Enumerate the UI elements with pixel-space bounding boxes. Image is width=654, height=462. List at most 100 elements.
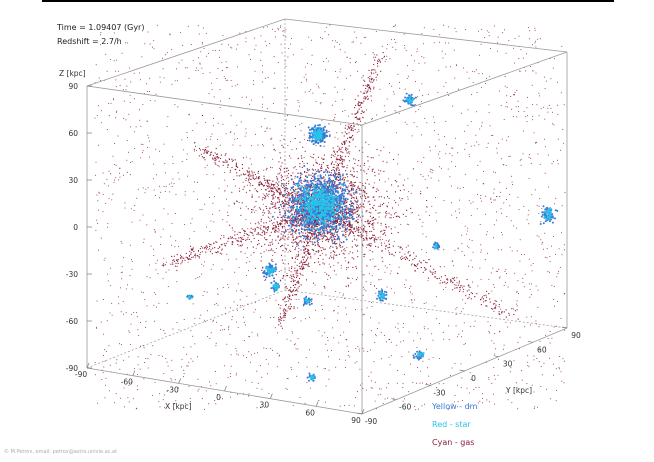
gas-particle [334,299,336,301]
gas-particle [227,283,229,285]
gas-particle [144,326,146,328]
gas-particle [115,111,117,113]
gas-particle [280,193,282,195]
gas-particle [354,185,356,187]
gas-particle [298,242,300,244]
gas-particle [503,344,505,346]
gas-particle [438,277,441,279]
gas-particle [339,243,341,245]
gas-particle [355,159,357,161]
gas-particle [186,353,188,355]
gas-particle [261,199,264,201]
gas-particle [236,124,238,126]
gas-particle [146,120,148,122]
gas-particle [551,245,552,247]
gas-particle [371,301,373,303]
gas-particle [305,175,307,177]
gas-particle [183,319,185,320]
gas-particle [255,200,257,203]
gas-particle [164,172,166,174]
gas-particle [142,345,144,347]
gas-particle [340,224,342,226]
gas-particle [351,240,353,242]
gas-particle [385,244,387,246]
gas-particle [501,158,503,160]
gas-particle [321,233,324,235]
gas-particle [123,359,125,361]
gas-particle [312,233,314,235]
gas-particle [419,218,421,220]
gas-particle [272,194,274,196]
gas-particle [356,207,358,209]
gas-particle [426,312,428,314]
gas-particle [116,359,118,361]
gas-particle [119,343,120,345]
gas-particle [515,106,517,108]
gas-particle [470,215,472,217]
gas-particle [221,398,223,400]
gas-particle [353,227,355,229]
gas-particle [283,168,285,170]
gas-particle [237,283,239,285]
gas-particle [365,141,367,143]
gas-particle [535,285,537,287]
gas-particle [176,80,178,82]
gas-particle [434,276,436,278]
gas-particle [260,252,262,254]
gas-particle [394,191,397,193]
gas-particle [169,34,171,36]
gas-particle [317,251,319,253]
gas-particle [248,167,250,169]
gas-particle [236,353,238,355]
gas-particle [374,400,376,402]
gas-particle [343,230,345,232]
gas-particle [420,267,422,269]
gas-particle [192,60,194,62]
gas-particle [337,319,339,321]
gas-particle [306,382,308,384]
gas-particle [381,288,383,290]
gas-particle [363,253,365,255]
gas-particle [404,258,407,260]
gas-particle [387,44,388,46]
gas-particle [163,330,165,331]
gas-particle [281,259,283,261]
gas-particle [334,40,336,42]
gas-particle [421,382,423,384]
gas-particle [186,67,188,69]
gas-particle [310,39,312,41]
gas-particle [219,89,221,90]
gas-particle [299,224,301,226]
gas-particle [353,405,355,407]
gas-particle [220,325,222,326]
gas-particle [385,341,387,343]
gas-particle [313,231,315,233]
gas-particle [272,103,274,104]
gas-particle [536,235,538,237]
gas-particle [536,204,538,206]
gas-particle [478,73,480,75]
gas-particle [249,185,251,187]
gas-particle [339,241,341,243]
gas-particle [340,151,341,153]
gas-particle [125,312,127,314]
gas-particle [395,201,397,204]
gas-particle [283,210,285,212]
gas-particle [119,176,121,178]
gas-particle [385,245,387,247]
gas-particle [132,398,134,400]
gas-particle [294,261,296,263]
gas-particle [344,155,346,157]
gas-particle [470,298,472,300]
gas-particle [264,232,266,234]
gas-particle [410,54,412,56]
gas-particle [423,259,425,262]
gas-particle [479,267,481,269]
gas-particle [476,208,478,210]
gas-particle [389,273,391,275]
gas-particle [492,134,494,136]
gas-particle [308,169,311,171]
gas-particle [359,203,361,205]
gas-particle [107,226,109,228]
gas-particle [216,321,218,323]
